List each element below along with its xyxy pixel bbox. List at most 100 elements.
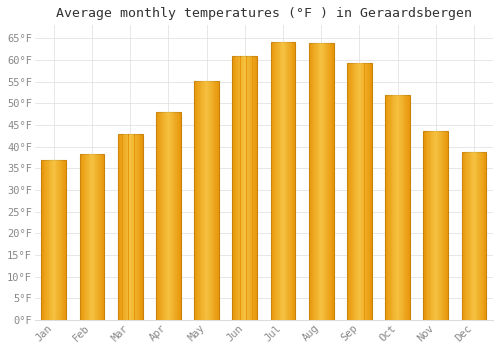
Bar <box>64 160 65 320</box>
Bar <box>243 56 244 320</box>
Bar <box>238 56 239 320</box>
Bar <box>368 63 369 320</box>
Bar <box>289 42 290 320</box>
Bar <box>156 112 181 320</box>
Bar <box>350 63 351 320</box>
Bar <box>444 131 445 320</box>
Bar <box>357 63 358 320</box>
Bar <box>364 63 366 320</box>
Bar <box>445 131 446 320</box>
Bar <box>326 43 327 320</box>
Bar <box>396 94 398 320</box>
Bar <box>209 81 210 320</box>
Bar <box>323 43 324 320</box>
Bar <box>166 112 168 320</box>
Bar <box>252 56 254 320</box>
Bar <box>467 152 468 320</box>
Bar <box>438 131 439 320</box>
Bar <box>134 134 136 320</box>
Bar <box>46 160 47 320</box>
Bar <box>351 63 352 320</box>
Bar <box>358 63 360 320</box>
Bar <box>464 152 466 320</box>
Bar <box>280 42 281 320</box>
Bar <box>128 134 130 320</box>
Bar <box>199 81 200 320</box>
Bar <box>314 43 315 320</box>
Bar <box>87 154 88 320</box>
Bar <box>390 94 392 320</box>
Bar <box>461 152 462 320</box>
Bar <box>327 43 328 320</box>
Bar <box>294 42 295 320</box>
Bar <box>54 160 56 320</box>
Bar <box>321 43 322 320</box>
Bar <box>121 134 122 320</box>
Bar <box>132 134 133 320</box>
Bar <box>424 131 426 320</box>
Bar <box>384 94 386 320</box>
Title: Average monthly temperatures (°F ) in Geraardsbergen: Average monthly temperatures (°F ) in Ge… <box>56 7 472 20</box>
Bar <box>320 43 321 320</box>
Bar <box>139 134 140 320</box>
Bar <box>257 56 258 320</box>
Bar <box>85 154 86 320</box>
Bar <box>360 63 361 320</box>
Bar <box>310 43 311 320</box>
Bar <box>50 160 51 320</box>
Bar <box>232 56 257 320</box>
Bar <box>126 134 127 320</box>
Bar <box>434 131 435 320</box>
Bar <box>58 160 59 320</box>
Bar <box>206 81 208 320</box>
Bar <box>133 134 134 320</box>
Bar <box>48 160 50 320</box>
Bar <box>124 134 125 320</box>
Bar <box>286 42 288 320</box>
Bar <box>168 112 169 320</box>
Bar <box>277 42 278 320</box>
Bar <box>53 160 54 320</box>
Bar <box>56 160 57 320</box>
Bar <box>248 56 249 320</box>
Bar <box>330 43 332 320</box>
Bar <box>362 63 363 320</box>
Bar <box>86 154 87 320</box>
Bar <box>204 81 205 320</box>
Bar <box>441 131 442 320</box>
Bar <box>240 56 242 320</box>
Bar <box>324 43 326 320</box>
Bar <box>424 131 448 320</box>
Bar <box>478 152 479 320</box>
Bar <box>400 94 401 320</box>
Bar <box>91 154 92 320</box>
Bar <box>174 112 175 320</box>
Bar <box>97 154 98 320</box>
Bar <box>52 160 53 320</box>
Bar <box>446 131 447 320</box>
Bar <box>62 160 63 320</box>
Bar <box>470 152 472 320</box>
Bar <box>208 81 209 320</box>
Bar <box>408 94 410 320</box>
Bar <box>251 56 252 320</box>
Bar <box>401 94 402 320</box>
Bar <box>127 134 128 320</box>
Bar <box>432 131 433 320</box>
Bar <box>82 154 84 320</box>
Bar <box>284 42 286 320</box>
Bar <box>407 94 408 320</box>
Bar <box>395 94 396 320</box>
Bar <box>290 42 292 320</box>
Bar <box>94 154 96 320</box>
Bar <box>47 160 48 320</box>
Bar <box>367 63 368 320</box>
Bar <box>481 152 482 320</box>
Bar <box>65 160 66 320</box>
Bar <box>322 43 323 320</box>
Bar <box>292 42 293 320</box>
Bar <box>44 160 45 320</box>
Bar <box>160 112 162 320</box>
Bar <box>233 56 234 320</box>
Bar <box>103 154 104 320</box>
